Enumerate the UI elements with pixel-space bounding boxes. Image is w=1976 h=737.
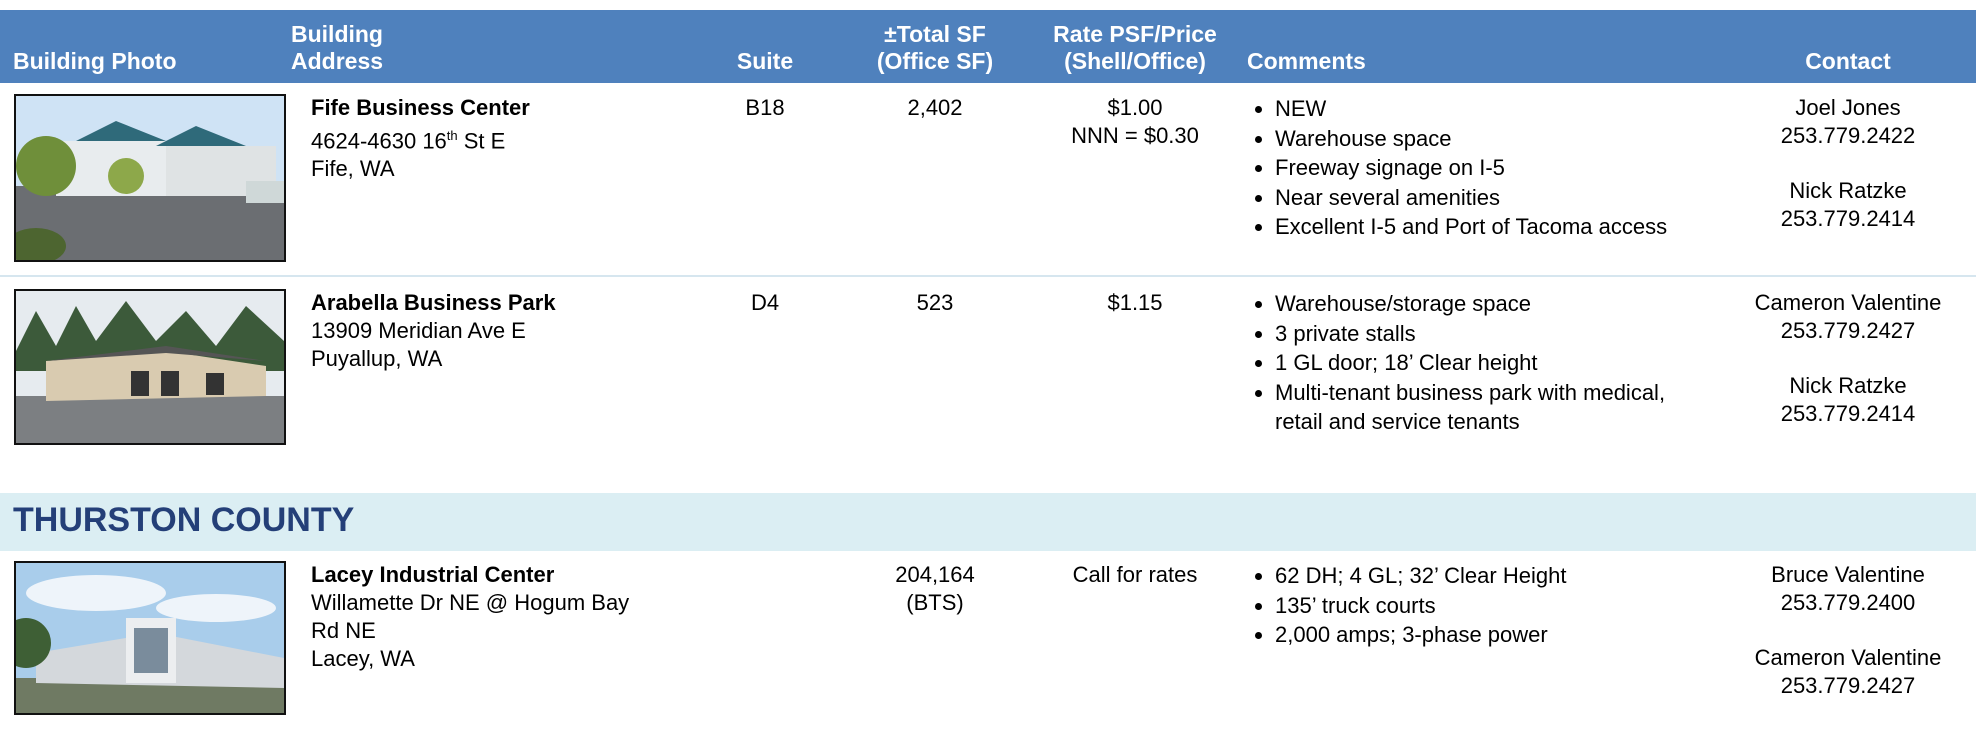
building-name: Arabella Business Park: [311, 289, 641, 317]
comment: Freeway signage on I-5: [1275, 153, 1677, 183]
comment-list: NEWWarehouse spaceFreeway signage on I-5…: [1247, 94, 1677, 242]
address-line: Rd NE: [311, 617, 641, 645]
section-band: THURSTON COUNTY: [0, 493, 1976, 551]
row-divider: [0, 275, 1976, 277]
contact-name: Cameron Valentine: [1720, 644, 1976, 672]
contact-phone: 253.779.2414: [1720, 205, 1976, 233]
rate-cell: Call for rates: [1030, 561, 1240, 589]
comment-list: Warehouse/storage space3 private stalls1…: [1247, 289, 1677, 437]
superscript: th: [447, 128, 458, 143]
header-text: (Shell/Office): [1030, 48, 1240, 75]
comment: 3 private stalls: [1275, 319, 1677, 349]
section-heading: THURSTON COUNTY: [13, 501, 354, 540]
contact-phone: 253.779.2427: [1720, 672, 1976, 700]
comment: Excellent I-5 and Port of Tacoma access: [1275, 212, 1677, 242]
contact-name: Joel Jones: [1720, 94, 1976, 122]
header-cell: Rate PSF/Price(Shell/Office): [1030, 21, 1240, 75]
address-line: 4624-4630 16th St E: [311, 122, 641, 155]
rate: $1.15: [1030, 289, 1240, 317]
header-cell: Building Photo: [13, 48, 283, 75]
building-photo: [14, 561, 286, 715]
address-line: Willamette Dr NE @ Hogum Bay: [311, 589, 641, 617]
contact-phone: 253.779.2414: [1720, 400, 1976, 428]
header-text: Suite: [700, 48, 830, 75]
contact-name: Nick Ratzke: [1720, 372, 1976, 400]
page: Building Photo BuildingAddress Suite ±Total…: [0, 0, 1976, 737]
contact-name: Nick Ratzke: [1720, 177, 1976, 205]
header-text: ±Total SF: [860, 21, 1010, 48]
rate: Call for rates: [1030, 561, 1240, 589]
header-cell: Contact: [1720, 48, 1976, 75]
header-text: Building: [291, 21, 621, 48]
header-text: Building Photo: [13, 48, 283, 75]
comment: 135’ truck courts: [1275, 591, 1677, 621]
suite: B18: [700, 94, 830, 122]
suite: D4: [700, 289, 830, 317]
header-text: (Office SF): [860, 48, 1010, 75]
suite-cell: B18: [700, 94, 830, 122]
comment: 1 GL door; 18’ Clear height: [1275, 348, 1677, 378]
comment: 2,000 amps; 3-phase power: [1275, 620, 1677, 650]
total-sf: 523: [860, 289, 1010, 317]
building-photo: [14, 94, 286, 262]
rate: NNN = $0.30: [1030, 122, 1240, 150]
contact-phone: 253.779.2422: [1720, 122, 1976, 150]
suite-cell: D4: [700, 289, 830, 317]
contact-name: Bruce Valentine: [1720, 561, 1976, 589]
rate-cell: $1.15: [1030, 289, 1240, 317]
header-cell: Comments: [1247, 48, 1677, 75]
comment-list: 62 DH; 4 GL; 32’ Clear Height135’ truck …: [1247, 561, 1677, 650]
total-sf: 204,164: [860, 561, 1010, 589]
total-sf: (BTS): [860, 589, 1010, 617]
comment: Warehouse/storage space: [1275, 289, 1677, 319]
comment: NEW: [1275, 94, 1677, 124]
sf-cell: 204,164(BTS): [860, 561, 1010, 617]
sf-cell: 523: [860, 289, 1010, 317]
address-line: 13909 Meridian Ave E: [311, 317, 641, 345]
header-text: Address: [291, 48, 621, 75]
contact-name: Cameron Valentine: [1720, 289, 1976, 317]
address-line: Puyallup, WA: [311, 345, 641, 373]
address-text: St E: [458, 128, 506, 153]
address-line: Fife, WA: [311, 155, 641, 183]
comment: 62 DH; 4 GL; 32’ Clear Height: [1275, 561, 1677, 591]
address-line: Lacey, WA: [311, 645, 641, 673]
header-cell: Suite: [700, 48, 830, 75]
comments-cell: NEWWarehouse spaceFreeway signage on I-5…: [1247, 94, 1677, 242]
header-cell: ±Total SF(Office SF): [860, 21, 1010, 75]
sf-cell: 2,402: [860, 94, 1010, 122]
address-text: 4624-4630 16: [311, 128, 447, 153]
header-text: Contact: [1720, 48, 1976, 75]
total-sf: 2,402: [860, 94, 1010, 122]
building-photo: [14, 289, 286, 445]
header-text: Rate PSF/Price: [1030, 21, 1240, 48]
contact-phone: 253.779.2427: [1720, 317, 1976, 345]
comments-cell: 62 DH; 4 GL; 32’ Clear Height135’ truck …: [1247, 561, 1677, 650]
comment: Multi-tenant business park with medical,…: [1275, 378, 1677, 437]
contact-phone: 253.779.2400: [1720, 589, 1976, 617]
rate: $1.00: [1030, 94, 1240, 122]
header-text: Comments: [1247, 48, 1677, 75]
comment: Warehouse space: [1275, 124, 1677, 154]
building-name: Fife Business Center: [311, 94, 641, 122]
building-name: Lacey Industrial Center: [311, 561, 641, 589]
comment: Near several amenities: [1275, 183, 1677, 213]
comments-cell: Warehouse/storage space3 private stalls1…: [1247, 289, 1677, 437]
